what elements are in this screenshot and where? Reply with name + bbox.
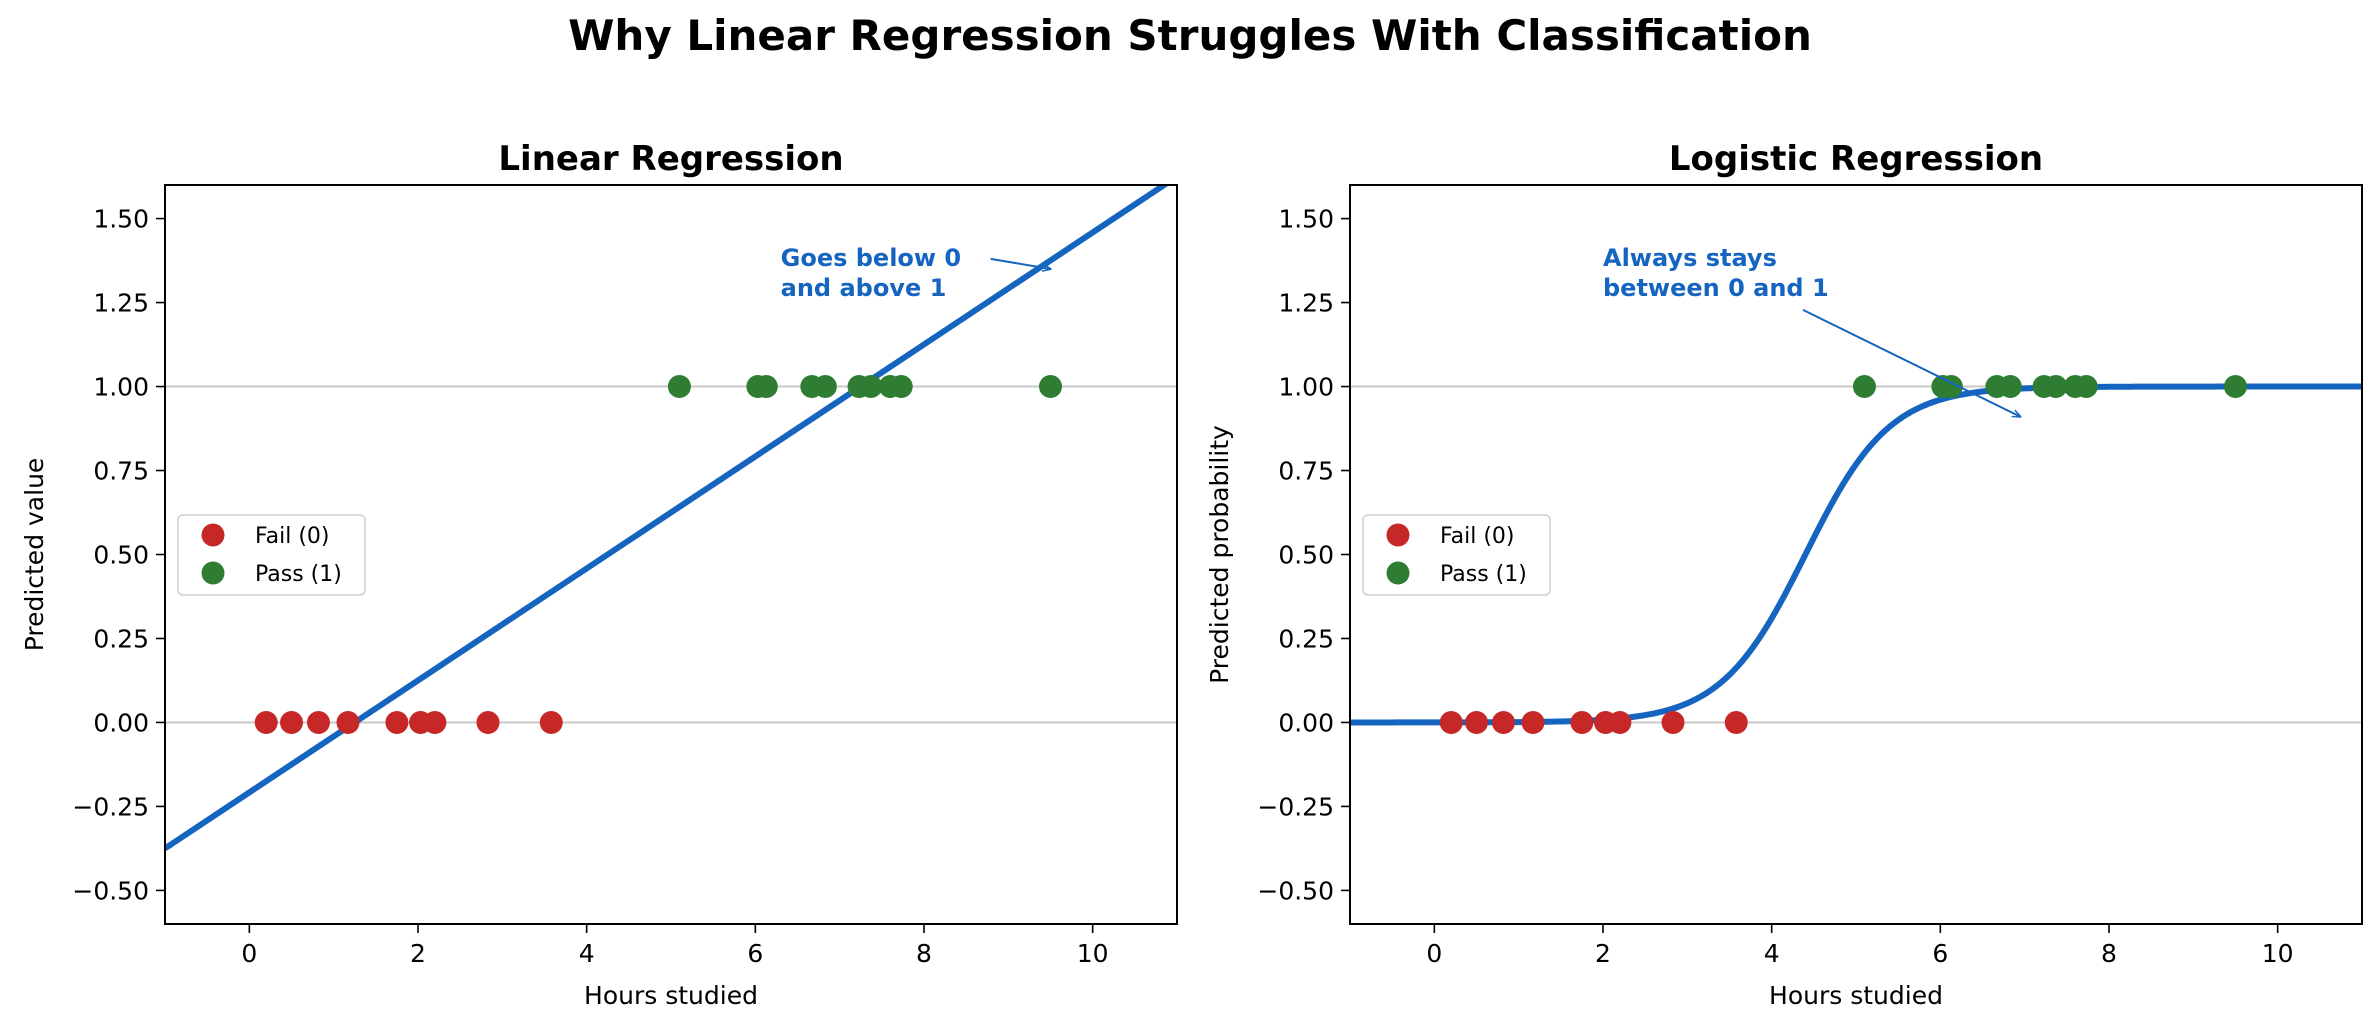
fail-legend-marker [1386, 523, 1410, 547]
y-tick-label: 0.00 [93, 708, 149, 737]
y-tick-label: 0.50 [1278, 541, 1334, 570]
y-tick-label: −0.50 [72, 876, 149, 905]
fail-point [476, 710, 500, 734]
y-tick-label: 1.50 [93, 205, 149, 234]
x-tick-label: 10 [2262, 939, 2294, 968]
y-tick-label: 0.50 [93, 541, 149, 570]
fail-point [254, 710, 278, 734]
x-tick-label: 6 [1932, 939, 1948, 968]
logistic-regression-panel: Logistic Regression 0 2 4 6 8 10 −0.50 −0.25 0.00… [1205, 139, 2363, 1010]
y-tick-label: 1.00 [93, 373, 149, 402]
annotation-arrow [990, 257, 1051, 269]
y-tick-label: 0.00 [1278, 708, 1334, 737]
y-tick-label: 1.50 [1278, 205, 1334, 234]
pass-point [889, 375, 913, 399]
fail-point [336, 710, 360, 734]
y-tick-label: 1.25 [1278, 289, 1334, 318]
fail-point [1608, 710, 1632, 734]
pass-point [1852, 375, 1876, 399]
fail-point [385, 710, 409, 734]
fail-legend-label: Fail (0) [1440, 524, 1515, 549]
x-tick-label: 10 [1077, 939, 1109, 968]
y-tick-label: 0.25 [1278, 624, 1334, 653]
x-tick-label: 4 [1764, 939, 1780, 968]
fail-legend-marker [201, 523, 225, 547]
x-axis-label: Hours studied [1769, 981, 1943, 1010]
pass-point [2074, 375, 2098, 399]
pass-point [2224, 375, 2247, 399]
fail-point [1491, 710, 1515, 734]
x-tick-label: 2 [1595, 939, 1611, 968]
y-tick-label: 0.75 [1278, 457, 1334, 486]
fail-point [280, 710, 303, 734]
y-tick-label: 0.25 [93, 624, 149, 653]
logistic-fit-line [1350, 383, 2362, 726]
x-tick-label: 8 [2101, 939, 2117, 968]
y-tick-label: −0.25 [72, 792, 149, 821]
annotation-text: Always stays [1603, 244, 1777, 272]
annotation-arrow [1802, 308, 2020, 417]
x-tick-label: 4 [579, 939, 595, 968]
fail-point [306, 710, 330, 734]
fail-point [1661, 710, 1685, 734]
pass-point [1998, 375, 2022, 399]
pass-point [2044, 375, 2068, 399]
pass-legend-label: Pass (1) [255, 562, 342, 587]
y-tick-label: 0.75 [93, 457, 149, 486]
y-axis-label: Predicted value [20, 458, 49, 652]
x-tick-label: 6 [747, 939, 763, 968]
x-tick-label: 2 [410, 939, 426, 968]
annotation-text: and above 1 [781, 274, 947, 302]
fail-legend-label: Fail (0) [255, 524, 330, 549]
pass-point [667, 375, 691, 399]
panel-title: Logistic Regression [1669, 139, 2043, 179]
pass-point [754, 375, 778, 399]
fail-point [1439, 710, 1463, 734]
x-tick-label: 8 [916, 939, 932, 968]
x-axis-label: Hours studied [584, 981, 758, 1010]
legend: Fail (0) Pass (1) [177, 514, 366, 596]
y-tick-label: 1.00 [1278, 373, 1334, 402]
pass-legend-marker [201, 561, 225, 585]
annotation-text: Goes below 0 [781, 244, 962, 272]
y-tick-label: −0.50 [1257, 876, 1334, 905]
fail-point [1465, 710, 1488, 734]
y-tick-label: 1.25 [93, 289, 149, 318]
y-tick-label: −0.25 [1257, 792, 1334, 821]
legend-box [1362, 514, 1551, 596]
fail-point [1724, 710, 1748, 734]
annotation-text: between 0 and 1 [1603, 274, 1829, 302]
pass-point [1039, 375, 1062, 399]
x-tick-label: 0 [241, 939, 257, 968]
panel-title: Linear Regression [498, 139, 843, 179]
linear-regression-panel: Linear Regression 0 2 4 6 8 10 −0.50 −0.25 0.00 0.… [20, 139, 1178, 1010]
y-axis-label: Predicted probability [1205, 425, 1234, 684]
pass-point [859, 375, 883, 399]
pass-legend-marker [1386, 561, 1410, 585]
x-tick-label: 0 [1426, 939, 1442, 968]
legend: Fail (0) Pass (1) [1362, 514, 1551, 596]
fail-point [1570, 710, 1594, 734]
linear-fit-line [165, 185, 1170, 851]
figure-title: Why Linear Regression Struggles With Cla… [568, 11, 1812, 60]
fail-point [539, 710, 563, 734]
fail-point [1521, 710, 1545, 734]
pass-legend-label: Pass (1) [1440, 562, 1527, 587]
legend-box [177, 514, 366, 596]
pass-point [813, 375, 837, 399]
fail-point [423, 710, 447, 734]
